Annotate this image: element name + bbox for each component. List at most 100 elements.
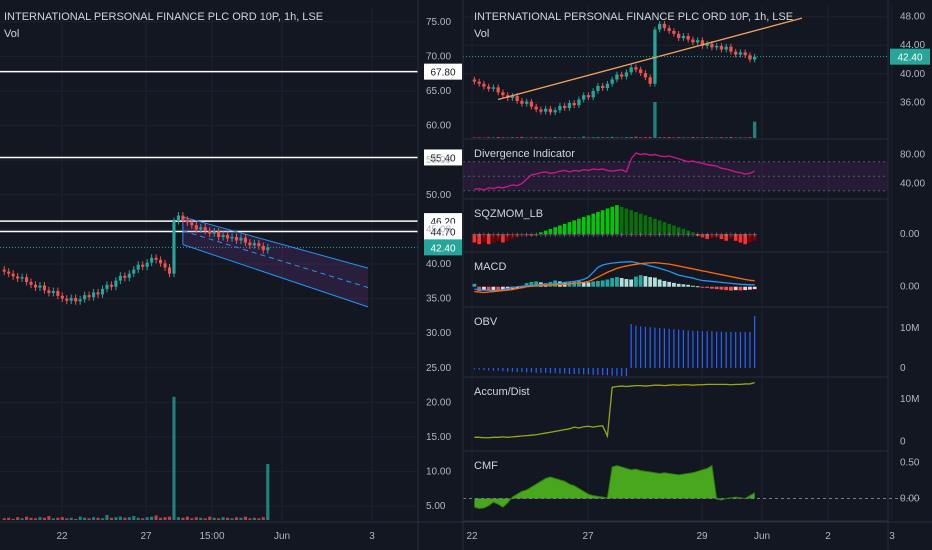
- sqz-dot: +: [505, 231, 511, 239]
- right-volume-bar: [501, 137, 505, 138]
- sqz-dot: +: [595, 231, 601, 239]
- sqz-dot: +: [581, 231, 587, 239]
- obv-bar: [668, 328, 670, 368]
- macd-histogram-bar: [676, 283, 681, 287]
- macd-histogram-bar: [629, 279, 634, 287]
- sqz-dot: +: [552, 231, 558, 239]
- volume-bar: [132, 516, 136, 520]
- candle-body: [172, 221, 176, 274]
- right-price-tick: 36.00: [900, 97, 925, 108]
- candle-body: [96, 292, 100, 295]
- sqzmom-bar: [691, 232, 695, 234]
- macd-histogram-bar: [482, 286, 486, 290]
- sqzmom-bar: [700, 234, 705, 238]
- candle-body: [100, 288, 105, 295]
- macd-histogram-bar: [486, 286, 491, 291]
- obv-bar: [507, 368, 509, 372]
- right-volume-bar: [753, 121, 757, 138]
- sqz-dot: +: [718, 231, 724, 239]
- volume-bar: [60, 517, 64, 520]
- candle-body: [199, 227, 203, 230]
- sqz-dot: +: [585, 231, 591, 239]
- volume-bar: [266, 464, 270, 520]
- volume-bar: [141, 518, 145, 520]
- divergence-line: [474, 152, 755, 191]
- sqzmom-bar: [553, 227, 557, 234]
- obv-bar: [483, 368, 485, 370]
- right-last-price-tag: [890, 48, 930, 65]
- right-indicator-plots[interactable]: Divergence Indicator SQZMOM_LB MACD OBV Accu…: [463, 17, 930, 510]
- candle-body: [65, 298, 69, 301]
- obv-bar: [616, 368, 618, 376]
- level-price-tag: [424, 149, 462, 166]
- right-volume-label: Vol: [474, 28, 489, 40]
- right-volume-bar: [667, 137, 671, 138]
- obv-bar: [701, 331, 704, 368]
- right-volume-bar: [748, 137, 752, 138]
- sqzmom-bar: [667, 223, 671, 234]
- right-candle-body: [724, 46, 728, 50]
- macd-histogram-bar: [748, 286, 752, 290]
- volume-bar: [123, 517, 127, 520]
- level-price-label: 46.20: [430, 217, 455, 228]
- candle-body: [208, 230, 212, 234]
- sqzmom-bar: [638, 213, 643, 234]
- macd-histogram-bar: [724, 286, 729, 291]
- sqzmom-bar: [681, 228, 686, 234]
- obv-bar: [621, 368, 623, 376]
- sqzmom-bar: [724, 234, 728, 241]
- macd-tick: 0.00: [900, 282, 920, 293]
- right-candle-body: [586, 95, 591, 98]
- sqz-dot: +: [671, 231, 677, 239]
- sqzmom-bar: [524, 234, 529, 235]
- right-candle-body: [738, 52, 743, 55]
- candle-body: [136, 264, 140, 270]
- sqz-dot: +: [576, 231, 582, 239]
- candle-body: [176, 215, 180, 222]
- sqzmom-bar: [643, 215, 648, 234]
- volume-bar: [69, 517, 73, 520]
- right-volume-bar: [567, 137, 572, 138]
- right-volume-bar: [705, 137, 709, 138]
- sqz-dot: +: [709, 231, 715, 239]
- sqz-dot: +: [642, 231, 648, 239]
- sqzmom-bar: [748, 234, 752, 243]
- candle-body: [212, 231, 216, 234]
- channel-fill: [182, 216, 368, 307]
- right-candle-body: [572, 103, 576, 106]
- volume-bar: [25, 516, 29, 520]
- macd-histogram-bar: [529, 281, 534, 287]
- left-y-tick: 45.00: [426, 224, 451, 235]
- candle-body: [7, 271, 11, 274]
- right-candle-body: [596, 85, 600, 91]
- sqz-dot: +: [538, 231, 544, 239]
- sqzmom-bar: [534, 234, 538, 235]
- sqzmom-bar: [662, 222, 667, 234]
- obv-bar: [583, 368, 585, 375]
- obv-bar: [644, 326, 647, 368]
- right-candle-body: [734, 51, 738, 55]
- obv-bar: [587, 368, 590, 375]
- sqzmom-bar: [515, 234, 519, 238]
- channel-lower-line: [182, 244, 369, 308]
- obv-bar: [678, 329, 680, 368]
- volume-bar: [127, 517, 131, 520]
- right-candle-body: [658, 23, 662, 30]
- sqz-dot: +: [752, 231, 758, 239]
- sqz-dot: +: [500, 231, 506, 239]
- macd-histogram-bar: [596, 280, 600, 287]
- sqz-dot: +: [604, 231, 610, 239]
- right-candle-body: [719, 45, 724, 50]
- sqz-dot: +: [571, 231, 577, 239]
- sqzmom-bar: [591, 213, 595, 234]
- channel-upper-line: [182, 216, 369, 269]
- sqzmom-bar: [539, 232, 543, 234]
- volume-bar: [194, 517, 198, 520]
- sqzmom-bar: [505, 234, 510, 241]
- sqzmom-bar: [496, 234, 500, 241]
- right-candle-body: [639, 69, 643, 74]
- accum-dist-tick: 10M: [900, 394, 919, 405]
- right-candle-body: [643, 73, 648, 78]
